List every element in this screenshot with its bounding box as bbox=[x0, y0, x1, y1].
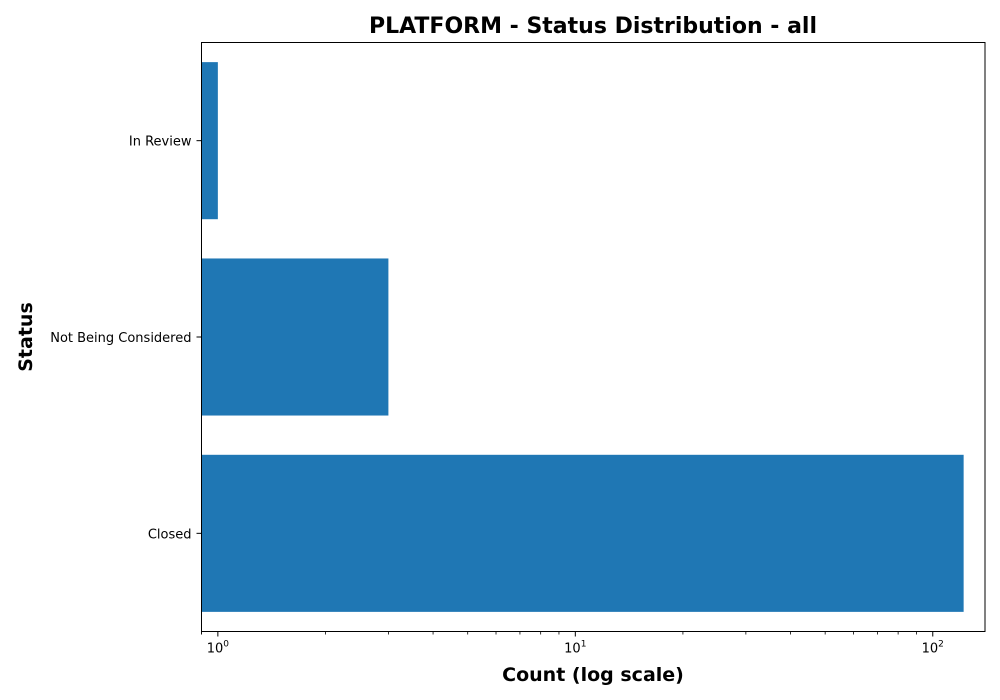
x-tick-label: 101 bbox=[564, 640, 586, 657]
y-tick-label: Closed bbox=[148, 527, 192, 542]
x-tick-label: 100 bbox=[207, 640, 230, 657]
x-axis-label: Count (log scale) bbox=[502, 664, 684, 686]
y-tick-label: In Review bbox=[129, 135, 192, 150]
y-axis-label: Status bbox=[15, 302, 37, 372]
bar-in-review bbox=[201, 62, 218, 220]
x-ticks-layer: 100 101 102 bbox=[201, 631, 944, 657]
bars-layer bbox=[201, 62, 964, 612]
chart-title: PLATFORM - Status Distribution - all bbox=[369, 14, 817, 39]
bar-closed bbox=[201, 454, 964, 612]
plot-frame bbox=[201, 42, 986, 632]
x-tick-label: 102 bbox=[922, 640, 944, 657]
y-ticks-layer: Closed Not Being Considered In Review bbox=[50, 135, 202, 542]
bar-not-being-considered bbox=[201, 258, 389, 416]
y-tick-label: Not Being Considered bbox=[50, 331, 191, 346]
